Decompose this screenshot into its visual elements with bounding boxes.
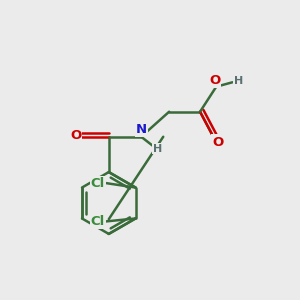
Text: Cl: Cl (91, 177, 105, 190)
Text: O: O (212, 136, 223, 148)
Text: O: O (209, 74, 220, 87)
Text: Cl: Cl (91, 215, 105, 228)
Text: N: N (136, 123, 147, 136)
Text: H: H (234, 76, 243, 86)
Text: H: H (153, 143, 163, 154)
Text: O: O (70, 129, 81, 142)
